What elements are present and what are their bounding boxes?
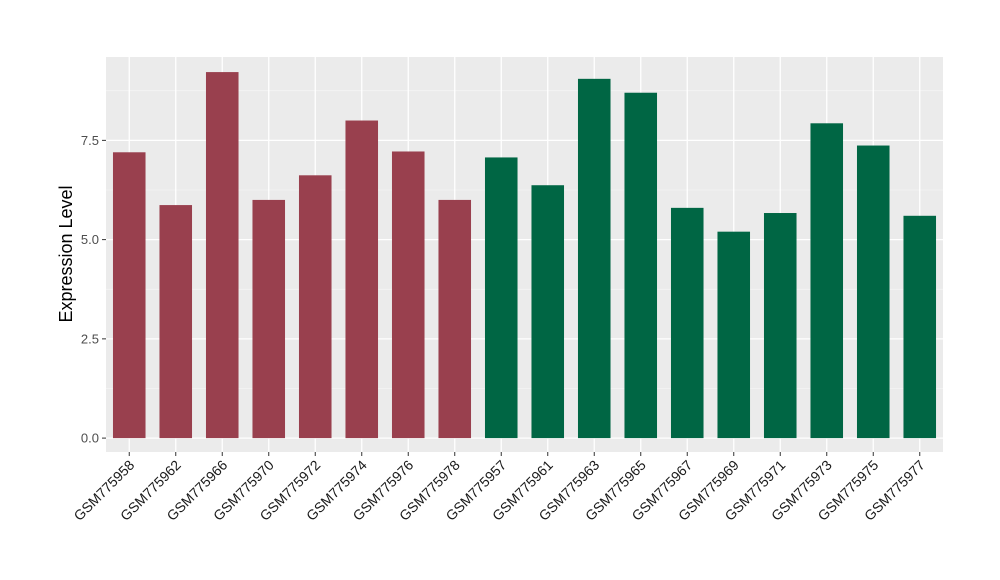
y-axis-title: Expression Level — [56, 185, 76, 322]
bar — [577, 78, 611, 439]
bars — [112, 72, 937, 439]
y-tick-label: 7.5 — [81, 133, 99, 148]
bar — [391, 151, 425, 439]
y-tick-label: 2.5 — [81, 331, 99, 346]
bar — [159, 205, 193, 439]
bar — [903, 215, 937, 439]
plot-panel — [106, 57, 943, 452]
bar — [438, 199, 472, 439]
bar — [531, 185, 565, 439]
bar — [624, 92, 658, 439]
x-axis-ticks: GSM775958GSM775962GSM775966GSM775970GSM7… — [70, 452, 928, 524]
bar — [345, 120, 379, 439]
y-tick-label: 0.0 — [81, 431, 99, 446]
minor-gridlines — [106, 90, 943, 389]
bar — [717, 231, 751, 439]
bar — [205, 72, 239, 439]
bar — [484, 157, 518, 439]
y-tick-label: 5.0 — [81, 232, 99, 247]
bar — [112, 152, 146, 439]
bar — [670, 207, 704, 439]
bar — [252, 199, 286, 439]
bar — [810, 123, 844, 439]
bar — [298, 175, 332, 439]
y-axis-ticks: 0.0 2.5 5.0 7.5 — [81, 133, 106, 446]
bar — [763, 213, 797, 439]
bar — [856, 145, 890, 439]
